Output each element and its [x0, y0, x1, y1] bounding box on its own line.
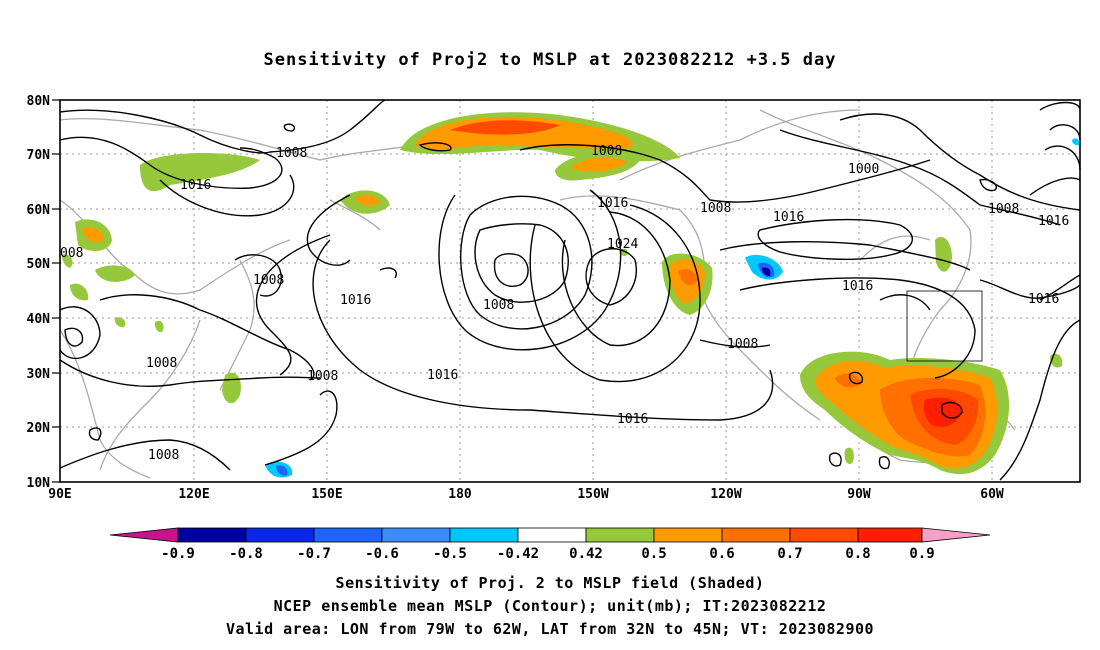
- colorbar-high-triangle: [921, 527, 991, 543]
- lat-ticks: [52, 99, 60, 483]
- colorbar-bin: [721, 527, 791, 543]
- colorbar-bin: [245, 527, 315, 543]
- colorbar-low-triangle: [109, 527, 179, 543]
- colorbar-label: -0.6: [365, 546, 399, 562]
- colorbar: [109, 527, 991, 543]
- colorbar-bin: [449, 527, 519, 543]
- contour-label: 1008: [988, 202, 1019, 217]
- map-border: [59, 99, 1081, 483]
- lon-label: 180: [448, 487, 472, 502]
- lon-label: 120E: [178, 487, 209, 502]
- colorbar-bin: [177, 527, 247, 543]
- colorbar-bin: [653, 527, 723, 543]
- contour-label: 1016: [617, 412, 648, 427]
- contour-label: 1016: [597, 196, 628, 211]
- contour-label: 1016: [180, 178, 211, 193]
- contour-label: 1008: [146, 356, 177, 371]
- colorbar-label: 0.6: [709, 546, 734, 562]
- colorbar-label: -0.8: [229, 546, 263, 562]
- lat-label: 50N: [27, 257, 51, 272]
- lon-label: 60W: [980, 487, 1004, 502]
- colorbar-bin: [381, 527, 451, 543]
- contour-label: 1008: [591, 144, 622, 159]
- colorbar-label: -0.9: [161, 546, 195, 562]
- footer-valid-area-caption: Valid area: LON from 79W to 62W, LAT fro…: [225, 620, 875, 638]
- contour-label: 1008: [727, 337, 758, 352]
- contour-label: 1024: [607, 237, 638, 252]
- mslp-contours: [59, 99, 1081, 481]
- colorbar-label: -0.5: [433, 546, 467, 562]
- shaded-sensitivity: [62, 112, 1080, 478]
- contour-label: 1008: [253, 273, 284, 288]
- lon-labels: 90E 120E 150E 180 150W 120W 90W 60W: [48, 487, 1004, 502]
- contour-label: 008: [60, 246, 83, 261]
- lon-label: 90E: [48, 487, 71, 502]
- lat-label: 60N: [27, 203, 51, 218]
- colorbar-label: 0.5: [641, 546, 666, 562]
- colorbar-bin: [857, 527, 923, 543]
- colorbar-label: 0.8: [845, 546, 870, 562]
- contour-label: 1016: [427, 368, 458, 383]
- contour-labels: 1008 1016 1008 1016 1024 1008 1016 1000 …: [60, 144, 1069, 463]
- contour-label: 1016: [842, 279, 873, 294]
- contour-label: 1000: [848, 162, 879, 177]
- colorbar-label: 0.7: [777, 546, 802, 562]
- colorbar-label: -0.7: [297, 546, 331, 562]
- footer-contour-caption: NCEP ensemble mean MSLP (Contour); unit(…: [273, 597, 827, 615]
- arctic-band-red: [450, 120, 560, 135]
- contour-label: 1008: [483, 298, 514, 313]
- colorbar-bin: [517, 527, 587, 543]
- lon-label: 150E: [311, 487, 342, 502]
- lat-label: 30N: [27, 367, 51, 382]
- lon-label: 150W: [577, 487, 608, 502]
- lat-labels: 80N 70N 60N 50N 40N 30N 20N 10N: [27, 94, 51, 491]
- page-title: Sensitivity of Proj2 to MSLP at 20230822…: [263, 50, 837, 70]
- colorbar-label: 0.42: [569, 546, 603, 562]
- lat-label: 70N: [27, 148, 51, 163]
- lat-label: 20N: [27, 421, 51, 436]
- colorbar-label: -0.42: [497, 546, 539, 562]
- contour-label: 1008: [307, 369, 338, 384]
- contour-label: 1008: [700, 201, 731, 216]
- contour-label: 1008: [148, 448, 179, 463]
- lon-label: 90W: [847, 487, 871, 502]
- contour-label: 1008: [276, 146, 307, 161]
- lat-label: 40N: [27, 312, 51, 327]
- contour-label: 1016: [1028, 292, 1059, 307]
- colorbar-bin: [789, 527, 859, 543]
- footer-shading-caption: Sensitivity of Proj. 2 to MSLP field (Sh…: [335, 574, 765, 592]
- contour-label: 1016: [1038, 214, 1069, 229]
- lat-label: 80N: [27, 94, 51, 109]
- colorbar-bin: [313, 527, 383, 543]
- colorbar-bin: [585, 527, 655, 543]
- contour-label: 1016: [773, 210, 804, 225]
- lat-label: 10N: [27, 476, 51, 491]
- colorbar-label: 0.9: [909, 546, 934, 562]
- lon-label: 120W: [710, 487, 741, 502]
- colorbar-labels: -0.9 -0.8 -0.7 -0.6 -0.5 -0.42 0.42 0.5 …: [161, 546, 935, 562]
- valid-area-box: [906, 290, 983, 362]
- contour-label: 1016: [340, 293, 371, 308]
